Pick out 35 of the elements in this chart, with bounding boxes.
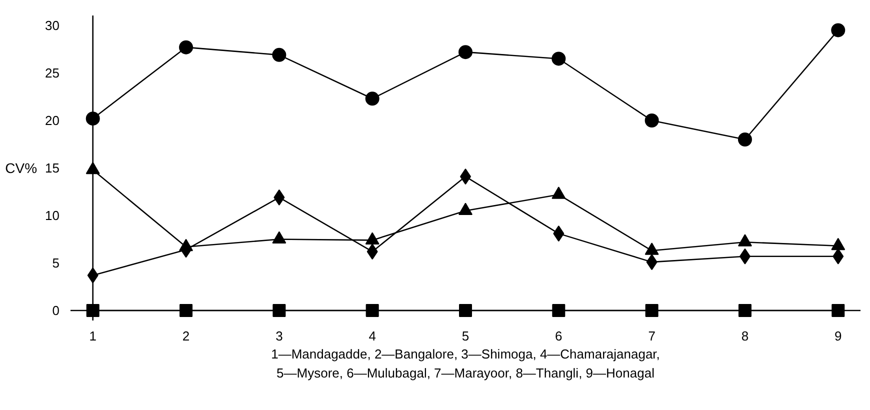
point — [738, 304, 752, 318]
point — [458, 45, 472, 60]
point — [179, 40, 194, 54]
x-tick-label: 8 — [741, 328, 749, 344]
text: 1—Mandagadde, 2—Bangalore, 3—Shimoga, 4—Chamarajanagar, — [271, 346, 660, 362]
y-tick-label: 20 — [45, 112, 60, 128]
point — [738, 132, 752, 146]
point — [180, 304, 193, 318]
x-tick-label: 6 — [555, 328, 562, 344]
y-tick-label: 5 — [52, 256, 60, 271]
x-tick-label: 5 — [462, 328, 470, 344]
point — [552, 304, 566, 318]
x-tick-label: 9 — [834, 328, 842, 344]
y-axis-title: CV% — [5, 160, 38, 176]
point — [832, 304, 845, 318]
point — [272, 48, 286, 62]
point — [644, 114, 659, 128]
x-tick-label: 3 — [276, 328, 283, 344]
point — [366, 304, 379, 318]
x-tick-label: 7 — [648, 328, 656, 344]
point — [365, 92, 380, 106]
point — [459, 304, 472, 318]
point — [272, 304, 286, 318]
y-tick-label: 0 — [52, 303, 60, 318]
point — [645, 304, 658, 318]
point — [831, 23, 846, 38]
y-tick-label: 25 — [45, 65, 60, 80]
y-tick-label: 30 — [45, 18, 60, 33]
text: 5—Mysore, 6—Mulubagal, 7—Marayoor, 8—Thangli, 9—Honagal — [276, 366, 655, 380]
x-tick-label: 4 — [368, 328, 376, 344]
x-tick-label: 1 — [89, 328, 96, 344]
point — [552, 52, 566, 66]
x-tick-label: 2 — [182, 328, 190, 344]
y-tick-label: 15 — [45, 160, 60, 176]
y-tick-label: 10 — [45, 208, 60, 224]
